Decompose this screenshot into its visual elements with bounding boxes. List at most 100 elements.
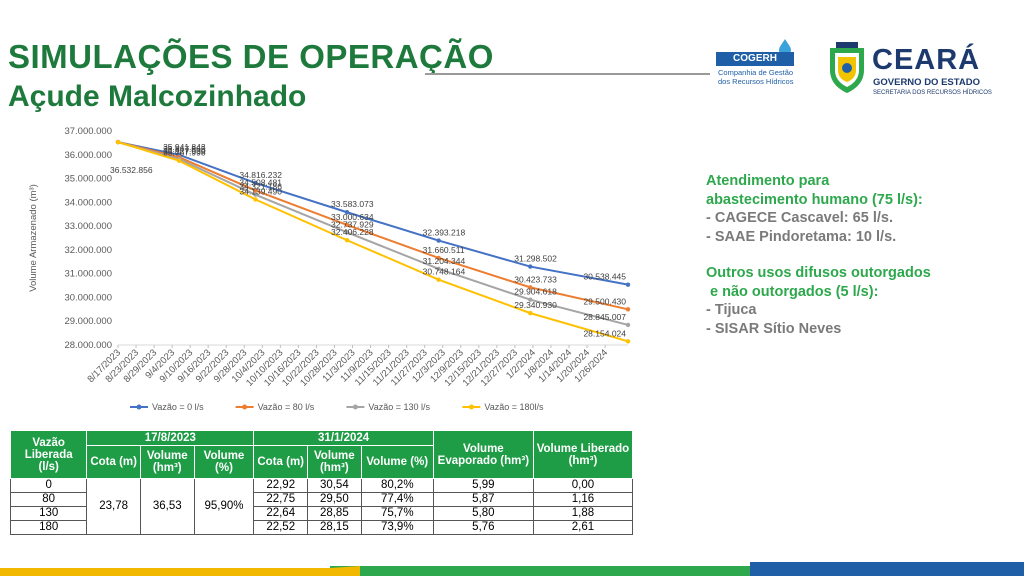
spacer xyxy=(706,246,1006,264)
data-label: 32.737.929 xyxy=(331,219,374,229)
title-divider xyxy=(425,73,710,75)
cell-vazao: 0 xyxy=(9,478,88,493)
cell-evap: 5,87 xyxy=(432,492,534,507)
header-start-date: 17/8/2023 xyxy=(86,430,255,446)
human-supply-heading-1: Atendimento para xyxy=(706,173,830,189)
simulation-table: Vazão Liberada (l/s) 17/8/2023 31/1/2024… xyxy=(9,430,634,535)
data-label: 30.423.733 xyxy=(514,274,557,284)
cell-start-cota: 23,78 xyxy=(86,478,141,535)
series-point xyxy=(344,230,350,235)
y-axis-label: Volume Armazenado (m³) xyxy=(28,184,39,292)
series-point xyxy=(253,180,258,186)
y-tick-label: 31.000.000 xyxy=(64,269,112,280)
y-tick-label: 34.000.000 xyxy=(64,197,112,208)
data-label: 31.204.344 xyxy=(423,256,466,266)
cell-released: 1,88 xyxy=(532,506,634,521)
data-label: 29.904.618 xyxy=(514,287,557,297)
cell-cota: 22,92 xyxy=(253,478,309,493)
data-label: 36.532.856 xyxy=(110,165,153,175)
ceara-coat-of-arms-icon xyxy=(830,42,864,93)
cell-released: 1,16 xyxy=(532,492,634,507)
header-released: Volume Liberado (hm³) xyxy=(532,430,634,479)
y-tick-label: 32.000.000 xyxy=(64,245,112,256)
cell-volume: 28,15 xyxy=(307,520,362,535)
cell-cota: 22,52 xyxy=(253,520,309,535)
data-label: 28.154.024 xyxy=(583,328,626,338)
cell-cota: 22,64 xyxy=(253,506,309,521)
legend-marker xyxy=(136,404,142,410)
data-label: 33.000.634 xyxy=(331,212,374,222)
data-label: 29.500.430 xyxy=(583,296,626,306)
series-point xyxy=(436,255,441,261)
volume-chart: 28.000.000 29.000.000 30.000.000 31.000.000… xyxy=(0,118,640,418)
y-tick-label: 33.000.000 xyxy=(64,221,112,232)
human-supply-item-cagece: - CAGECE Cascavel: 65 l/s. xyxy=(706,210,893,226)
series-point xyxy=(528,264,533,269)
series-point xyxy=(625,322,631,328)
page-title: SIMULAÇÕES DE OPERAÇÃO xyxy=(8,38,494,75)
table-row: 0 23,78 36,53 95,90% 22,92 30,54 80,2% 5… xyxy=(9,478,634,535)
table-row: 130 22,64 28,85 75,7% 5,80 1,88 xyxy=(9,506,634,521)
cogerh-name: COGERH xyxy=(716,52,794,66)
volume-line-chart: 28.000.000 29.000.000 30.000.000 31.000.000… xyxy=(28,126,631,412)
header-cota-end: Cota (m) xyxy=(253,445,309,479)
series-point xyxy=(253,188,258,193)
cell-vazao: 80 xyxy=(9,492,88,507)
series-point xyxy=(528,285,533,290)
series-point xyxy=(625,307,631,312)
cell-released: 2,61 xyxy=(532,520,634,535)
series-point xyxy=(253,197,258,202)
usage-info: Atendimento para abastecimento humano (7… xyxy=(706,172,1006,338)
diffuse-uses-item-tijuca: - Tijuca xyxy=(706,302,757,318)
ceara-name: CEARÁ xyxy=(872,44,981,76)
header-end-date: 31/1/2024 xyxy=(253,430,434,446)
data-label: 34.816.232 xyxy=(239,170,282,180)
data-label: 33.583.073 xyxy=(331,199,374,209)
legend-marker xyxy=(468,404,474,410)
series-point xyxy=(344,238,350,243)
series-point xyxy=(115,139,121,145)
data-label: 29.340.930 xyxy=(514,300,557,310)
cell-volume: 30,54 xyxy=(307,478,362,493)
data-label: 34.508.481 xyxy=(239,177,282,187)
cell-released: 0,00 xyxy=(532,478,634,493)
series-point xyxy=(436,277,441,282)
header-cota-start: Cota (m) xyxy=(86,445,141,479)
cogerh-subtitle: Companhia de Gestão dos Recursos Hídrico… xyxy=(718,68,793,86)
cell-start-volume: 36,53 xyxy=(139,478,195,535)
series-point xyxy=(528,297,533,302)
y-tick-label: 36.000.000 xyxy=(64,150,112,161)
series-point xyxy=(344,222,350,228)
data-label: 34.139.490 xyxy=(239,186,282,196)
legend-marker xyxy=(352,404,358,410)
header-evaporated: Volume Evaporado (hm³) xyxy=(432,430,534,479)
page-subtitle: Açude Malcozinhado xyxy=(8,80,307,113)
cogerh-subtitle-line2: dos Recursos Hídricos xyxy=(718,77,794,86)
cell-evap: 5,76 xyxy=(432,520,534,535)
water-drop-icon xyxy=(779,39,791,56)
legend-label: Vazão = 180l/s xyxy=(484,402,544,412)
data-label: 31.298.502 xyxy=(514,254,557,264)
series-point xyxy=(436,238,441,243)
series-point xyxy=(625,339,631,344)
cell-vazao: 180 xyxy=(9,520,88,535)
cell-volume: 29,50 xyxy=(307,492,362,507)
footer-bar xyxy=(0,562,1024,576)
cell-pct: 77,4% xyxy=(360,492,434,507)
data-label: 34.321.186 xyxy=(239,182,282,192)
legend-label: Vazão = 80 l/s xyxy=(258,402,315,412)
data-label: 35.827.930 xyxy=(163,146,206,156)
y-tick-label: 37.000.000 xyxy=(64,126,112,137)
cell-pct: 73,9% xyxy=(360,520,434,535)
ceara-secretariat: SECRETARIA DOS RECURSOS HÍDRICOS xyxy=(873,90,992,96)
diffuse-uses-item-sisar: - SISAR Sítio Neves xyxy=(706,320,842,337)
data-label: 28.845.007 xyxy=(583,312,626,322)
cell-evap: 5,99 xyxy=(432,478,534,493)
header-volume-pct-end: Volume (%) xyxy=(360,445,434,479)
data-label: 35.941.843 xyxy=(163,142,206,152)
diffuse-uses-heading-2: e não outorgados (5 l/s): xyxy=(706,283,879,300)
header-vazao: Vazão Liberada (l/s) xyxy=(9,430,88,479)
cell-pct: 80,2% xyxy=(360,478,434,493)
table-row: 180 22,52 28,15 73,9% 5,76 2,61 xyxy=(9,520,634,535)
data-label: 35.847.865 xyxy=(163,144,206,154)
